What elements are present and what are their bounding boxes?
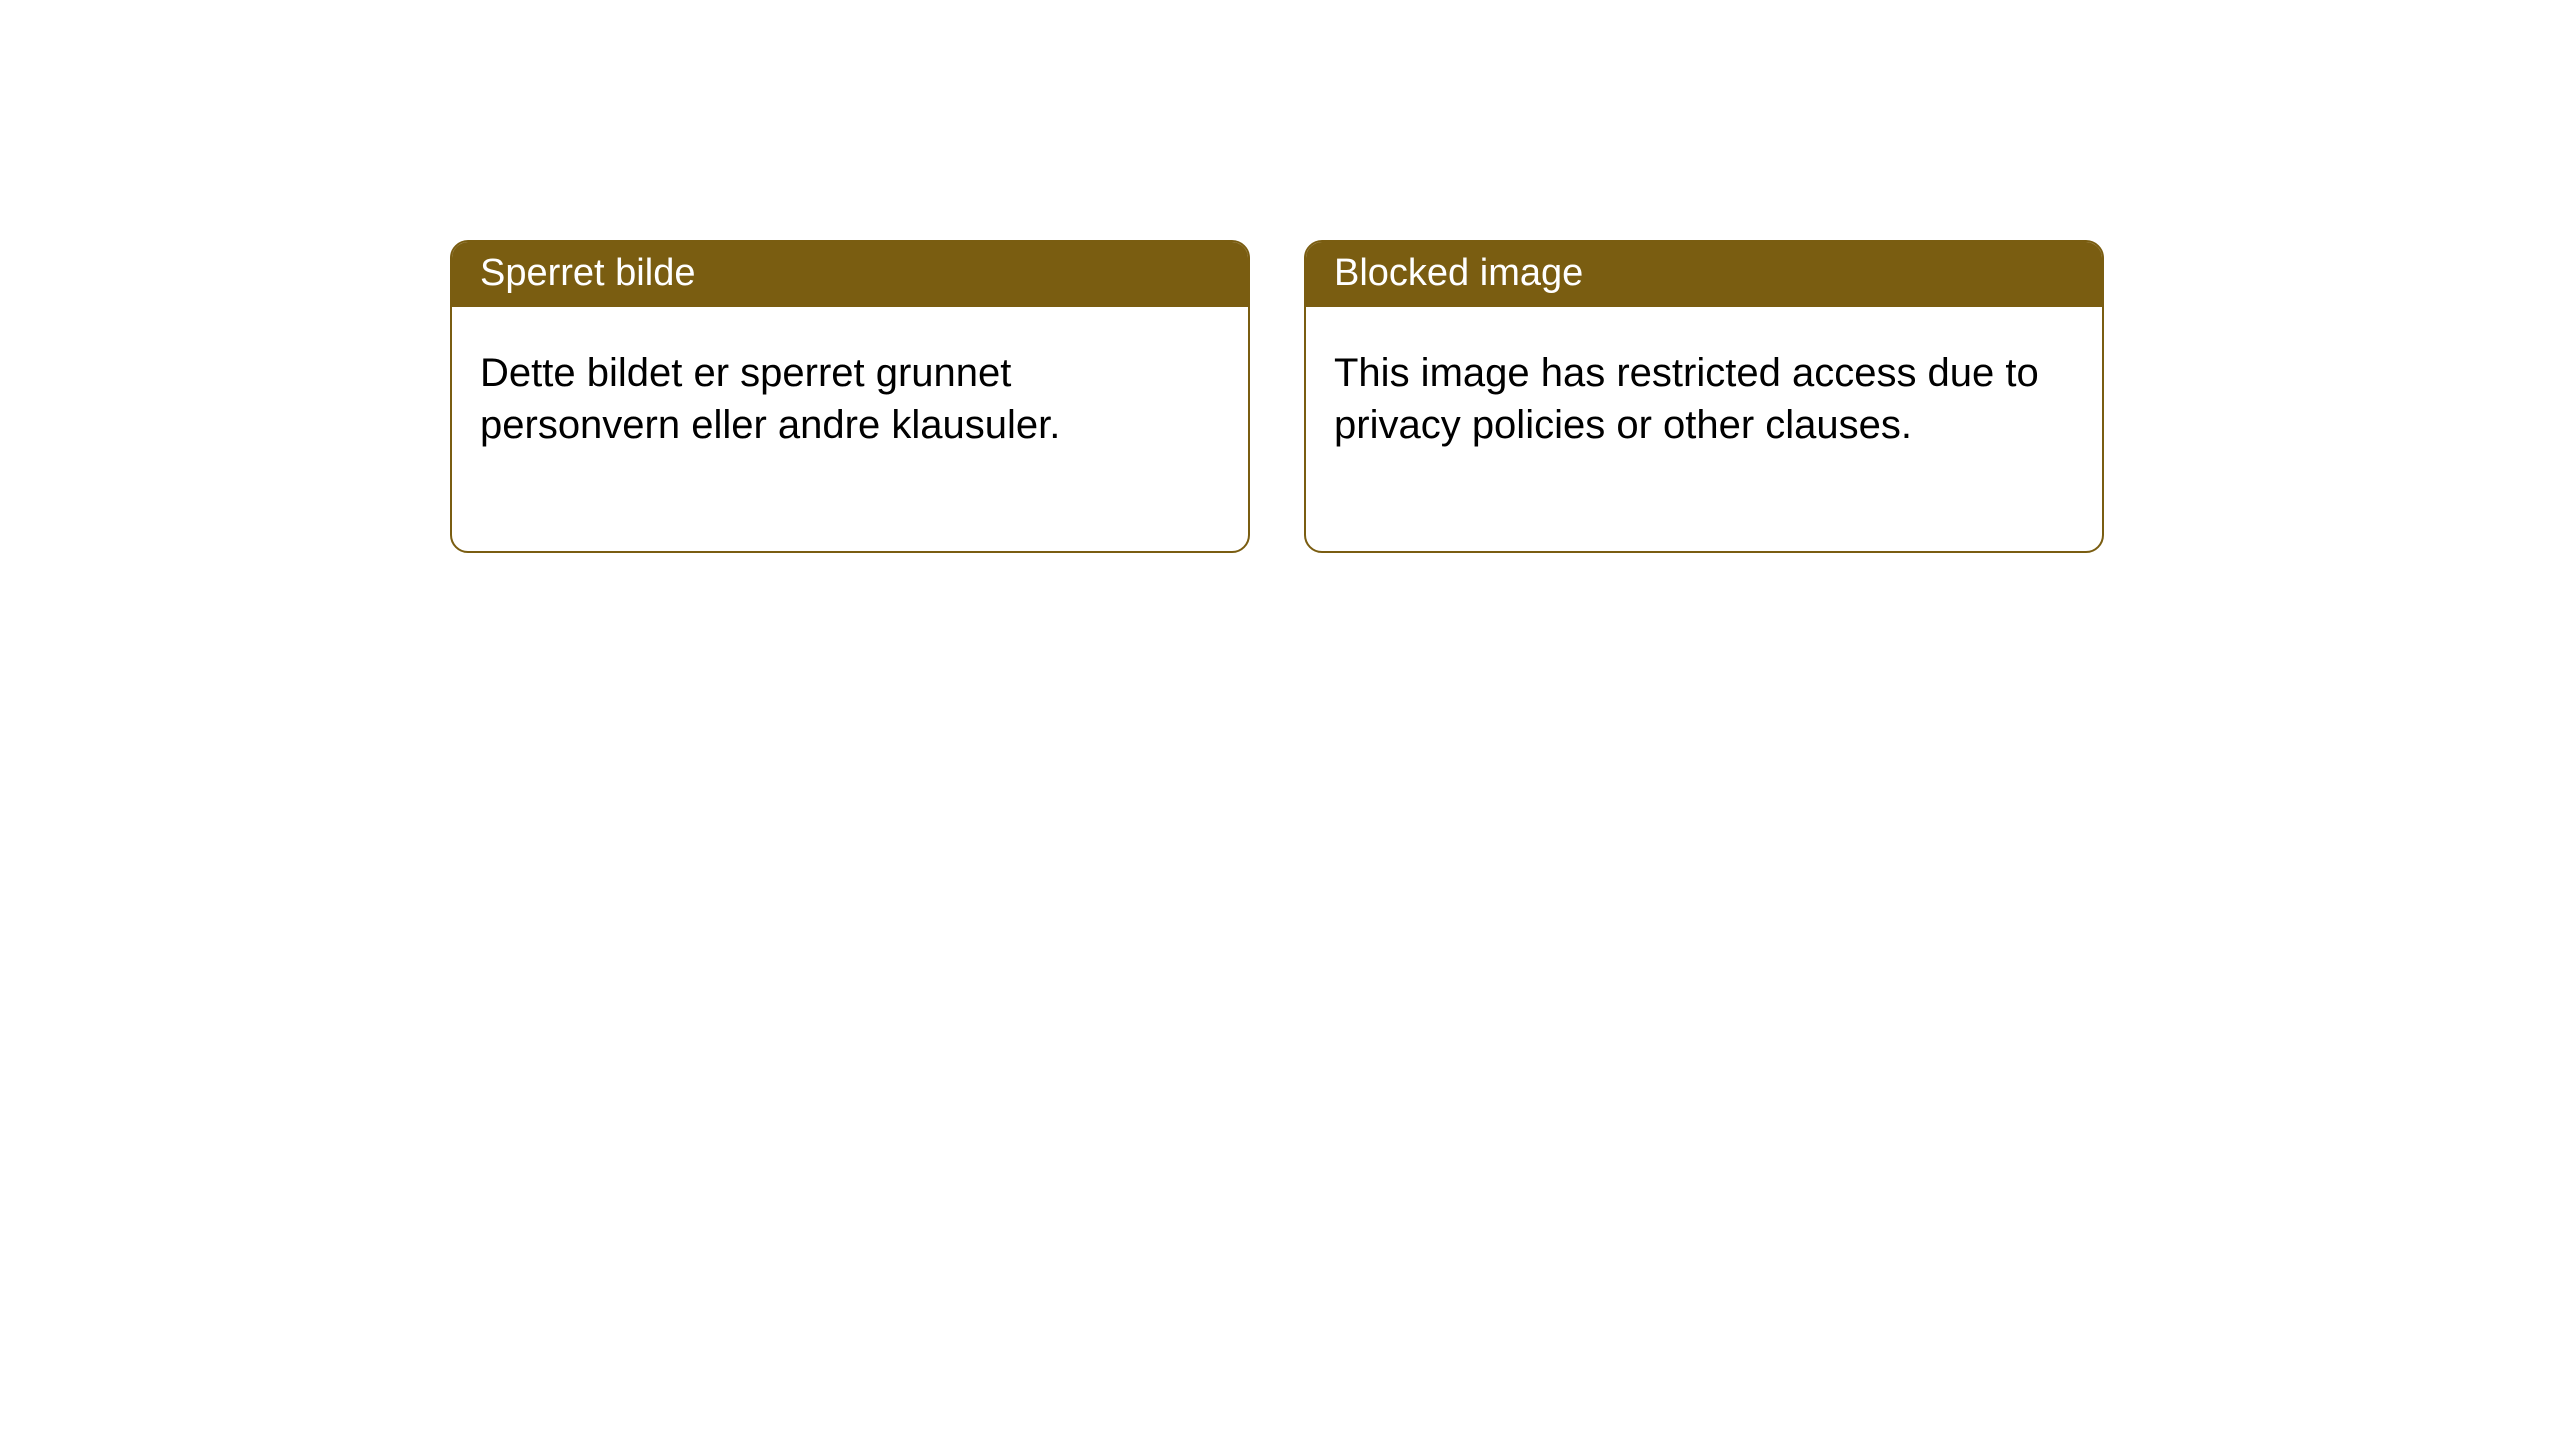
card-header-english: Blocked image — [1306, 242, 2102, 307]
card-body-english: This image has restricted access due to … — [1306, 307, 2102, 551]
notice-cards-container: Sperret bilde Dette bildet er sperret gr… — [0, 0, 2560, 553]
notice-card-norwegian: Sperret bilde Dette bildet er sperret gr… — [450, 240, 1250, 553]
notice-card-english: Blocked image This image has restricted … — [1304, 240, 2104, 553]
card-body-norwegian: Dette bildet er sperret grunnet personve… — [452, 307, 1248, 551]
card-header-norwegian: Sperret bilde — [452, 242, 1248, 307]
